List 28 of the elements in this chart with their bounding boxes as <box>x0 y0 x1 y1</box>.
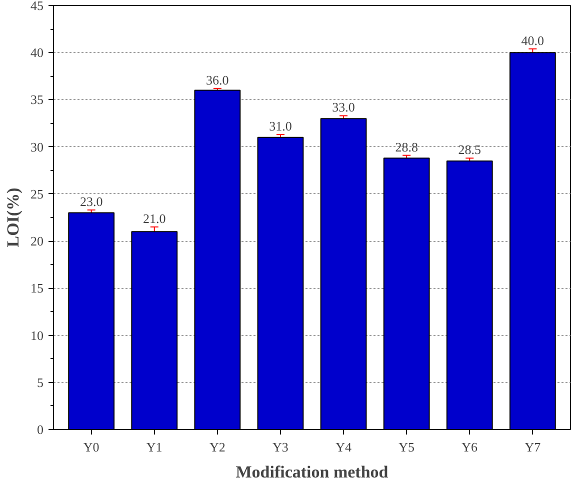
y-tick-label: 15 <box>30 280 44 296</box>
data-label: 31.0 <box>269 118 292 134</box>
y-axis-title: LOI(%) <box>4 188 22 248</box>
y-tick-label: 40 <box>30 45 44 60</box>
y-tick-label: 25 <box>30 186 44 202</box>
data-label: 21.0 <box>143 210 166 226</box>
y-tick-label: 35 <box>30 92 44 108</box>
x-tick-label: Y5 <box>398 440 415 454</box>
x-tick-label: Y3 <box>272 440 288 454</box>
data-label: 28.8 <box>395 139 418 154</box>
y-tick-label: 30 <box>30 139 44 154</box>
data-label: 36.0 <box>206 72 229 88</box>
x-tick-label: Y1 <box>146 440 162 454</box>
y-tick-label: 0 <box>37 422 44 437</box>
y-tick-label: 45 <box>30 0 44 13</box>
x-tick-label: Y0 <box>83 440 100 454</box>
x-tick-label: Y7 <box>524 440 542 454</box>
data-label: 33.0 <box>332 100 355 115</box>
y-tick-label: 5 <box>37 374 44 390</box>
x-tick-label: Y4 <box>336 440 352 454</box>
x-tick-label: Y2 <box>209 440 226 454</box>
data-label: 28.5 <box>458 142 481 158</box>
data-label: 40.0 <box>521 32 544 48</box>
data-label: 23.0 <box>80 194 103 209</box>
x-axis-title: Modification method <box>236 462 389 482</box>
y-tick-label: 20 <box>30 234 44 249</box>
y-tick-label: 10 <box>30 328 44 343</box>
x-tick-label: Y6 <box>462 440 478 454</box>
